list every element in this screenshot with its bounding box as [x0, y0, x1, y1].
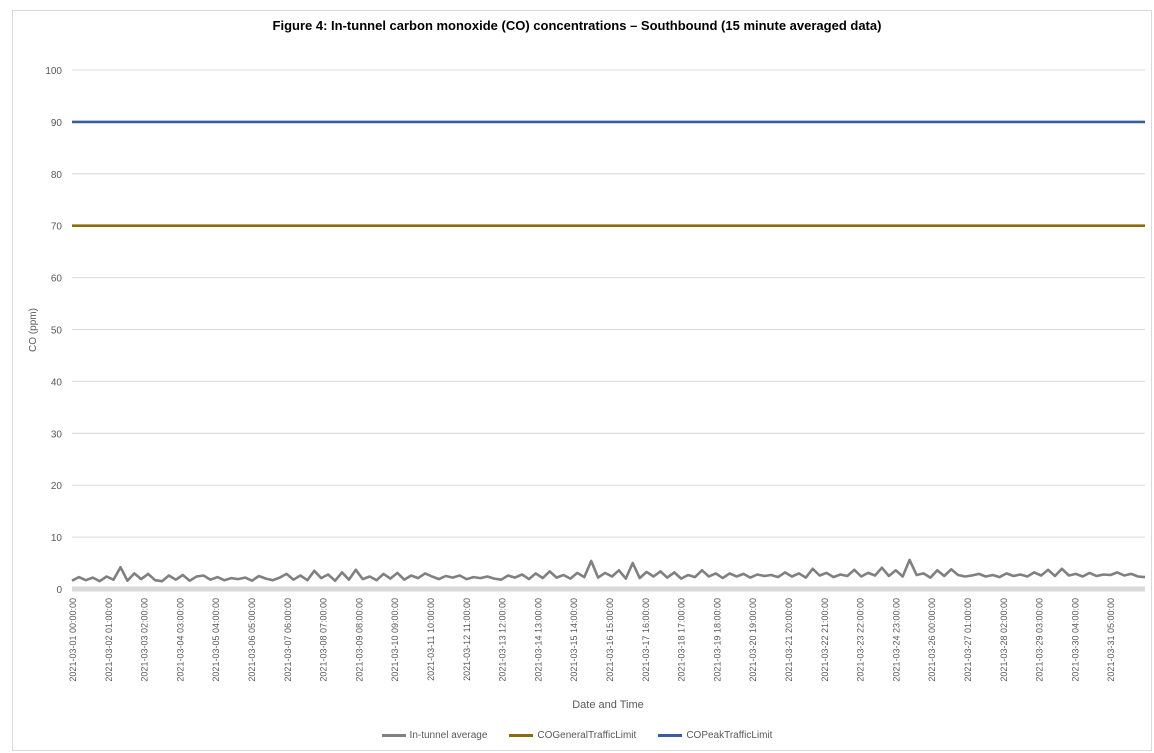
y-tick-label: 100 — [45, 66, 62, 77]
y-tick-label: 50 — [51, 326, 63, 337]
x-tick-label: 2021-03-30 04:00:00 — [1070, 598, 1080, 682]
grid-lines — [72, 69, 1145, 592]
x-tick-label: 2021-03-22 21:00:00 — [820, 598, 830, 682]
x-tick-label: 2021-03-08 07:00:00 — [319, 598, 329, 682]
chart-title: Figure 4: In-tunnel carbon monoxide (CO)… — [272, 18, 882, 33]
x-tick-label: 2021-03-26 00:00:00 — [927, 598, 937, 682]
legend-label: COGeneralTrafficLimit — [537, 730, 637, 741]
legend: In-tunnel average COGeneralTrafficLimit CO… — [0, 730, 1154, 741]
x-tick-label: 2021-03-29 03:00:00 — [1035, 598, 1045, 682]
y-tick-label: 30 — [51, 429, 63, 440]
series-lines — [71, 120, 1146, 583]
x-tick-label: 2021-03-03 02:00:00 — [140, 598, 150, 682]
legend-item: COPeakTrafficLimit — [658, 730, 772, 741]
x-tick-label: 2021-03-20 19:00:00 — [748, 598, 758, 682]
x-tick-label: 2021-03-09 08:00:00 — [354, 598, 364, 682]
x-tick-label: 2021-03-19 18:00:00 — [712, 598, 722, 682]
x-tick-label: 2021-03-18 17:00:00 — [677, 598, 687, 682]
x-tick-label: 2021-03-02 01:00:00 — [104, 598, 114, 682]
x-tick-label: 2021-03-15 14:00:00 — [569, 598, 579, 682]
x-tick-labels: 2021-03-01 00:00:00 2021-03-02 01:00:00 20… — [68, 598, 1116, 682]
y-tick-label: 20 — [51, 481, 63, 492]
y-tick-label: 0 — [56, 585, 62, 596]
y-tick-label: 10 — [51, 533, 63, 544]
x-tick-label: 2021-03-27 01:00:00 — [963, 598, 973, 682]
x-tick-label: 2021-03-13 12:00:00 — [498, 598, 508, 682]
y-tick-labels: 0 10 20 30 40 50 60 70 80 90 100 — [45, 66, 62, 596]
legend-label: COPeakTrafficLimit — [686, 730, 773, 741]
x-tick-label: 2021-03-11 10:00:00 — [426, 598, 436, 681]
x-tick-label: 2021-03-04 03:00:00 — [175, 598, 185, 682]
y-tick-label: 80 — [51, 170, 63, 181]
x-tick-label: 2021-03-07 06:00:00 — [283, 598, 293, 682]
x-tick-label: 2021-03-28 02:00:00 — [999, 598, 1009, 682]
legend-label: In-tunnel average — [409, 730, 488, 741]
legend-swatch — [381, 734, 406, 737]
x-tick-label: 2021-03-10 09:00:00 — [390, 598, 400, 682]
legend-swatch — [658, 734, 683, 737]
y-axis-label: CO (ppm) — [28, 308, 39, 352]
x-tick-label: 2021-03-21 20:00:00 — [784, 598, 794, 682]
legend-item: COGeneralTrafficLimit — [509, 730, 636, 741]
y-tick-label: 60 — [51, 274, 63, 285]
x-tick-label: 2021-03-31 05:00:00 — [1106, 598, 1116, 682]
x-axis-label: Date and Time — [572, 699, 644, 711]
x-tick-label: 2021-03-17 16:00:00 — [641, 598, 651, 682]
y-tick-label: 70 — [51, 222, 63, 233]
x-tick-label: 2021-03-12 11:00:00 — [462, 598, 472, 681]
legend-swatch — [509, 734, 534, 737]
x-tick-label: 2021-03-23 22:00:00 — [856, 598, 866, 682]
x-tick-label: 2021-03-05 04:00:00 — [211, 598, 221, 682]
series-line-In-tunnel average — [71, 558, 1146, 583]
x-tick-label: 2021-03-06 05:00:00 — [247, 598, 257, 682]
x-tick-label: 2021-03-14 13:00:00 — [533, 598, 543, 682]
chart-frame — [12, 10, 1152, 751]
y-tick-label: 90 — [51, 118, 63, 129]
x-tick-label: 2021-03-16 15:00:00 — [605, 598, 615, 682]
y-tick-label: 40 — [51, 377, 63, 388]
x-tick-label: 2021-03-24 23:00:00 — [891, 598, 901, 682]
x-tick-label: 2021-03-01 00:00:00 — [68, 598, 78, 682]
legend-item: In-tunnel average — [381, 730, 488, 741]
